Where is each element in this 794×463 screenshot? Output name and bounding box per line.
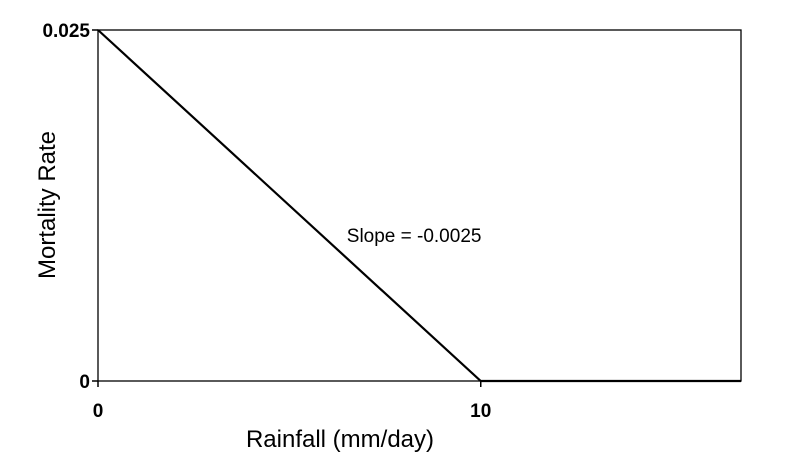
slope-annotation: Slope = -0.0025 [347, 226, 482, 247]
x-axis-label: Rainfall (mm/day) [246, 426, 434, 453]
series-group [97, 29, 741, 383]
x-tick-label-1: 10 [470, 401, 491, 422]
y-ticks: 0 0.025 [42, 21, 98, 393]
y-axis-label: Mortality Rate [34, 131, 61, 279]
x-tick-label-0: 0 [93, 401, 104, 422]
series-line-0 [97, 29, 741, 383]
x-ticks: 0 10 [93, 381, 491, 422]
y-tick-label-1: 0.025 [42, 21, 90, 42]
annotations: Slope = -0.0025 [347, 226, 482, 247]
plot-frame [97, 29, 742, 382]
y-tick-label-0: 0 [79, 372, 90, 393]
